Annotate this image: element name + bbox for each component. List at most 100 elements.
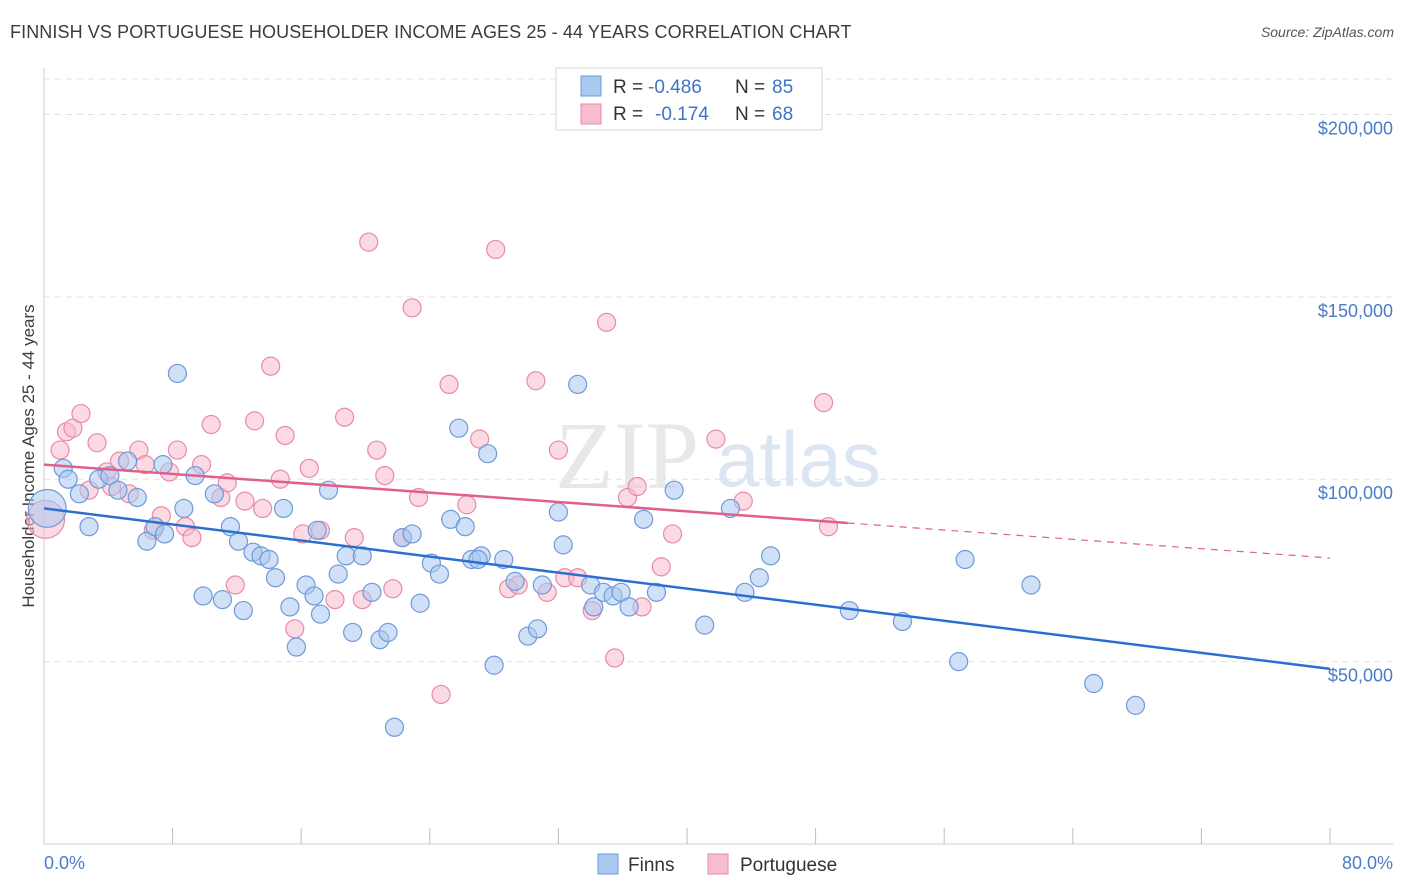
portuguese-point [325,590,345,610]
portuguese-point [651,557,671,577]
portuguese-point [662,524,683,544]
finns-trend-line [43,507,1331,671]
legend-portuguese-r-label: R = [613,104,643,125]
finns-point [949,652,969,672]
y-tick-label: $100,000 [1318,483,1393,503]
finns-point [749,568,769,588]
portuguese-point [235,491,255,511]
portuguese-point [548,440,569,460]
series-legend: Finns Portuguese [597,853,837,876]
portuguese-trend-extension [847,522,1331,559]
finns-point [310,604,331,624]
portuguese-point [167,440,188,460]
portuguese-point [486,239,506,260]
finns-point [1125,695,1146,715]
portuguese-point [50,440,70,460]
finns-point [154,524,175,544]
finns-point [619,597,639,617]
finns-point [455,517,475,537]
finns-point [553,535,573,555]
finns-point [280,597,300,617]
portuguese-point [359,232,379,252]
portuguese-point [261,356,281,376]
finns-point [402,524,422,544]
finns-point [584,597,604,617]
source-credit: Source: ZipAtlas.com [1260,24,1394,40]
grid-lines [44,78,1393,663]
finns-point [307,520,327,540]
finns-point [153,455,173,475]
finns-point [548,502,569,522]
legend-finns-r-value: -0.486 [648,77,702,98]
bottom-legend-portuguese: Portuguese [740,855,837,876]
portuguese-point [253,498,273,519]
finns-point [286,637,306,657]
portuguese-point [335,407,355,427]
portuguese-point [457,495,477,515]
portuguese-point [182,527,202,548]
finns-point [352,546,372,566]
portuguese-point [470,429,490,449]
trend-lines [43,463,1331,671]
portuguese-point [270,469,290,489]
finns-point [478,444,498,464]
finns-point [167,363,188,384]
finns-point [100,465,120,486]
finns-point [328,564,348,584]
finns-point [410,593,430,613]
finns-point [568,374,588,394]
finns-point [532,575,552,595]
legend-portuguese-r-value: -0.174 [655,104,709,125]
finns-point [137,531,157,551]
finns-point [384,717,405,737]
finns-point [304,586,324,606]
finns-point [527,619,548,639]
portuguese-point [244,411,265,431]
portuguese-point [375,465,395,486]
portuguese-point [71,403,91,424]
portuguese-point [597,312,617,332]
portuguese-point [814,393,834,413]
portuguese-point [706,429,726,449]
finns-point [193,586,213,606]
finns-point [468,549,488,570]
y-tick-label: $50,000 [1328,666,1393,686]
finns-point [695,615,715,635]
portuguese-point [605,648,625,668]
finns-point [265,568,286,588]
finns-point [484,655,504,675]
finns-point [735,582,755,602]
finns-point [362,582,382,602]
portuguese-point [299,458,319,478]
legend-finns-r-label: R = [613,77,643,98]
portuguese-point [627,476,647,497]
finns-point [646,582,667,602]
x-axis-ticks [172,828,1331,844]
watermark-atlas: atlas [716,415,881,503]
stats-legend: R = -0.486 N = 85 R = -0.174 N = 68 [555,67,823,131]
finns-point [633,509,654,529]
chart-title: FINNISH VS PORTUGUESE HOUSEHOLDER INCOME… [10,22,852,42]
bottom-legend-finns: Finns [628,855,674,876]
finns-point [1021,575,1041,595]
portuguese-point [285,619,305,639]
portuguese-point [431,684,451,705]
finns-point [505,571,525,591]
legend-swatch-finns [580,75,602,97]
finns-point [174,498,194,519]
portuguese-trend-line [43,463,848,525]
legend-finns-n-value: 85 [772,77,793,98]
legend-portuguese-n-label: N = [735,104,765,125]
finns-point [955,549,975,570]
finns-point [343,622,363,643]
bottom-legend-swatch-finns [597,853,619,875]
portuguese-point [225,575,245,595]
bottom-legend-swatch-portuguese [707,853,729,875]
finns-point [429,564,450,584]
finns-point [108,480,128,500]
finns-points [27,363,1146,737]
portuguese-point [63,418,83,438]
legend-finns-n-label: N = [735,77,765,98]
finns-point [1084,673,1104,694]
portuguese-point [402,298,422,318]
